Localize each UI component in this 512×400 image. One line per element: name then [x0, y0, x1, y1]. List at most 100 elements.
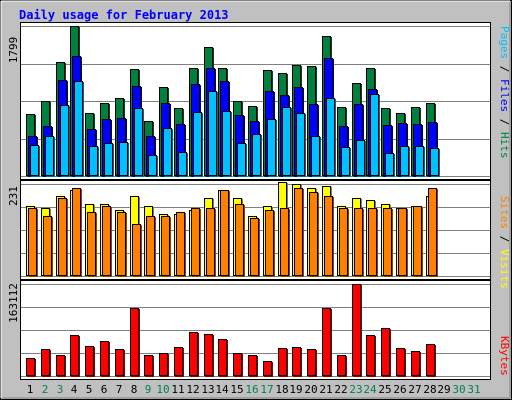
day-label-9: 9 — [145, 383, 152, 396]
legend-part: Hits — [498, 132, 511, 159]
day-label-10: 10 — [156, 383, 169, 396]
bar-pages-day-4 — [74, 81, 83, 176]
hits-max-label: 1799 — [7, 37, 20, 64]
bar-pages-day-21 — [326, 98, 335, 176]
bar-pages-day-9 — [148, 155, 157, 176]
bar-kbytes-day-6 — [100, 341, 109, 376]
bar-pages-day-2 — [45, 136, 54, 176]
bar-kbytes-day-24 — [366, 335, 375, 376]
bar-sites-day-1 — [28, 208, 37, 276]
bar-sites-day-20 — [309, 192, 318, 276]
day-label-6: 6 — [101, 383, 108, 396]
bar-kbytes-day-15 — [233, 353, 242, 376]
bar-sites-day-13 — [206, 208, 215, 276]
bar-kbytes-day-7 — [115, 349, 124, 376]
day-label-17: 17 — [260, 383, 273, 396]
day-label-13: 13 — [201, 383, 214, 396]
day-label-5: 5 — [86, 383, 93, 396]
bar-pages-day-23 — [356, 140, 365, 176]
bar-pages-day-17 — [267, 119, 276, 176]
bar-pages-day-6 — [104, 143, 113, 176]
day-label-28: 28 — [423, 383, 436, 396]
bar-kbytes-day-13 — [204, 334, 213, 376]
bar-sites-day-12 — [191, 208, 200, 276]
visits-max-label: 231 — [7, 186, 20, 206]
legend-part: / — [498, 59, 511, 79]
kbytes-legend: KBytes — [498, 336, 511, 376]
day-label-4: 4 — [71, 383, 78, 396]
day-label-3: 3 — [57, 383, 64, 396]
day-label-14: 14 — [215, 383, 229, 396]
bar-sites-day-4 — [72, 188, 81, 276]
bar-kbytes-day-18 — [278, 348, 287, 376]
legend-part: / — [498, 229, 511, 249]
bar-kbytes-day-25 — [381, 328, 390, 376]
day-label-15: 15 — [230, 383, 243, 396]
day-label-29: 29 — [437, 383, 450, 396]
bar-pages-day-11 — [178, 152, 187, 176]
bar-sites-day-15 — [235, 204, 244, 276]
bar-sites-day-6 — [102, 206, 111, 276]
bar-sites-day-7 — [117, 212, 126, 276]
day-label-1: 1 — [27, 383, 34, 396]
bar-kbytes-day-22 — [337, 355, 346, 376]
bar-sites-day-17 — [265, 210, 274, 276]
legend-part: Files — [498, 79, 511, 112]
bar-sites-day-16 — [250, 218, 259, 276]
day-label-30: 30 — [452, 383, 465, 396]
bar-kbytes-day-23 — [352, 284, 361, 376]
bar-sites-day-27 — [413, 206, 422, 276]
bar-pages-day-22 — [341, 147, 350, 176]
bar-kbytes-day-16 — [248, 355, 257, 376]
day-label-23: 23 — [349, 383, 362, 396]
legend-part: Pages — [498, 26, 511, 59]
day-label-25: 25 — [378, 383, 391, 396]
day-label-18: 18 — [275, 383, 288, 396]
bar-kbytes-day-19 — [292, 347, 301, 376]
bar-kbytes-day-1 — [26, 358, 35, 376]
bar-kbytes-day-12 — [189, 332, 198, 376]
bar-sites-day-2 — [43, 216, 52, 276]
bar-pages-day-1 — [30, 145, 39, 176]
bar-pages-day-16 — [252, 134, 261, 176]
day-label-31: 31 — [467, 383, 480, 396]
bar-pages-day-13 — [208, 91, 217, 176]
bar-pages-day-8 — [134, 108, 143, 176]
bar-pages-day-26 — [400, 146, 409, 176]
bar-sites-day-10 — [161, 216, 170, 276]
bar-sites-day-5 — [87, 212, 96, 276]
bar-pages-day-24 — [370, 94, 379, 176]
bar-kbytes-day-8 — [130, 308, 139, 376]
day-label-19: 19 — [289, 383, 302, 396]
bar-sites-day-3 — [58, 198, 67, 276]
bar-kbytes-day-3 — [56, 355, 65, 376]
bars — [26, 26, 440, 377]
bar-pages-day-12 — [193, 112, 202, 176]
day-label-2: 2 — [42, 383, 49, 396]
day-label-8: 8 — [131, 383, 138, 396]
day-label-7: 7 — [116, 383, 123, 396]
bar-kbytes-day-2 — [41, 349, 50, 376]
day-label-24: 24 — [363, 383, 377, 396]
bar-sites-day-19 — [294, 188, 303, 276]
bar-pages-day-25 — [385, 153, 394, 176]
bar-sites-day-21 — [324, 196, 333, 276]
bar-kbytes-day-20 — [307, 349, 316, 376]
bar-pages-day-28 — [430, 148, 439, 176]
bar-kbytes-day-27 — [411, 351, 420, 376]
bar-sites-day-24 — [368, 208, 377, 276]
bar-sites-day-23 — [354, 208, 363, 276]
bar-kbytes-day-10 — [159, 353, 168, 376]
bar-pages-day-18 — [282, 107, 291, 176]
bar-pages-day-7 — [119, 142, 128, 176]
bar-sites-day-22 — [339, 208, 348, 276]
bar-kbytes-day-5 — [85, 346, 94, 376]
bar-sites-day-9 — [146, 216, 155, 276]
bar-pages-day-15 — [237, 143, 246, 176]
bar-kbytes-day-17 — [263, 361, 272, 376]
sites-visits-legend: Sites / Visits — [498, 196, 511, 289]
bar-pages-day-3 — [60, 105, 69, 176]
legend-part: / — [498, 112, 511, 132]
bar-kbytes-day-4 — [70, 335, 79, 376]
